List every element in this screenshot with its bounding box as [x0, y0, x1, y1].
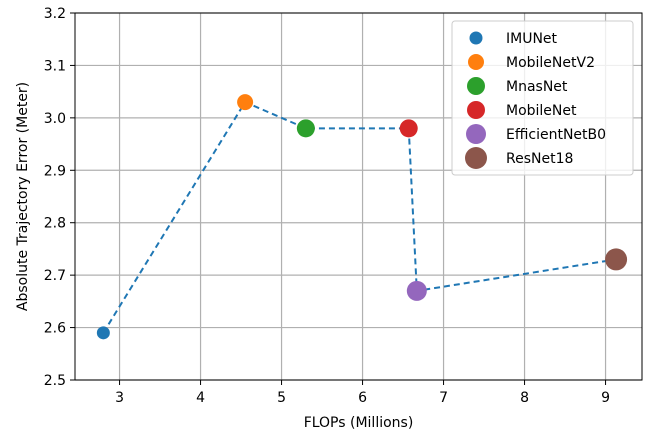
x-axis-ticks: 3 4 5 6 7 8 9 — [115, 380, 610, 406]
data-points — [96, 94, 628, 340]
point-mnasnet — [296, 119, 315, 138]
point-imunet — [96, 326, 110, 340]
legend-marker-mnasnet — [467, 77, 485, 95]
x-tick-label: 6 — [358, 390, 367, 406]
y-tick-label: 3.1 — [44, 58, 66, 74]
legend-marker-mobilenetv2 — [468, 54, 484, 70]
y-tick-label: 2.8 — [44, 216, 66, 232]
y-tick-label: 2.9 — [44, 163, 66, 179]
legend-label-imunet: IMUNet — [506, 31, 558, 47]
legend-box — [451, 20, 634, 176]
point-mobilenet — [399, 119, 418, 138]
plot-border — [74, 12, 643, 381]
y-axis-label: Absolute Trajectory Error (Meter) — [15, 82, 31, 311]
legend-label-mnasnet: MnasNet — [506, 79, 568, 95]
y-tick-label: 2.5 — [44, 373, 66, 389]
legend-label-efficientnetb0: EfficientNetB0 — [506, 127, 606, 143]
x-tick-label: 8 — [520, 390, 529, 406]
dashed-connector — [102, 100, 617, 334]
legend-label-mobilenetv2: MobileNetV2 — [506, 55, 595, 71]
legend-marker-imunet — [469, 31, 483, 45]
x-axis-label: FLOPs (Millions) — [304, 415, 414, 431]
legend-marker-efficientnetb0 — [466, 124, 486, 144]
legend-label-mobilenet: MobileNet — [506, 103, 577, 119]
x-tick-label: 7 — [439, 390, 448, 406]
point-efficientnetb0 — [406, 280, 427, 301]
legend-marker-resnet18 — [465, 147, 487, 169]
legend-label-resnet18: ResNet18 — [506, 151, 573, 167]
x-tick-label: 5 — [277, 390, 286, 406]
legend: IMUNet MobileNetV2 MnasNet MobileNet Efficie… — [451, 20, 634, 176]
point-resnet18 — [605, 248, 628, 271]
x-tick-label: 4 — [196, 390, 205, 406]
y-tick-label: 3.2 — [44, 6, 66, 22]
point-mobilenetv2 — [237, 94, 254, 111]
x-tick-label: 3 — [115, 390, 124, 406]
plot-frame — [74, 12, 643, 381]
legend-marker-mobilenet — [467, 101, 485, 119]
y-tick-label: 2.6 — [44, 321, 66, 337]
y-axis-ticks: 2.5 2.6 2.7 2.8 2.9 3.0 3.1 3.2 — [44, 6, 75, 389]
connector-line — [102, 100, 617, 334]
y-tick-label: 3.0 — [44, 111, 66, 127]
x-tick-label: 9 — [601, 390, 610, 406]
y-tick-label: 2.7 — [44, 268, 66, 284]
